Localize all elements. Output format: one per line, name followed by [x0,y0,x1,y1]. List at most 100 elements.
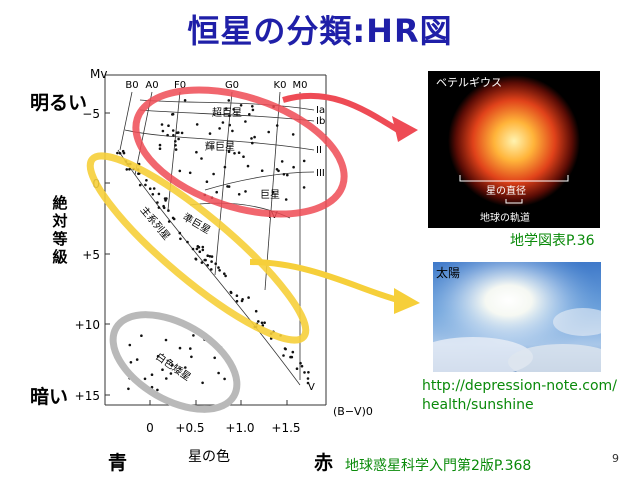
class-V-curve [117,149,301,386]
star-dot [271,191,275,194]
star-dot [162,206,166,210]
star-dot [217,371,220,375]
star-dot [151,193,155,196]
star-dot [178,169,182,173]
star-dot [140,334,143,338]
star-dot [208,132,212,135]
star-dot [178,231,182,235]
source-chart-reference: 地学図表P.36 [510,233,595,249]
star-dot [195,150,198,154]
star-dot [171,363,174,367]
gray-highlight-ellipse [109,311,241,413]
star-dot [197,245,201,249]
star-dot [303,371,306,374]
class-III-curve [204,171,315,191]
star-dot [190,355,193,359]
red-arrow-head [392,116,418,142]
star-dot [237,193,241,196]
sun-name: 太陽 [436,266,461,280]
star-dot [231,129,234,133]
star-dot [254,309,258,313]
star-dot [284,198,288,201]
star-dot [275,124,279,127]
star-dot [200,157,203,160]
star-dot [210,255,214,258]
star-dot [210,260,213,263]
star-dot [161,368,164,372]
star-dot [291,133,295,136]
star-dot [224,107,228,110]
star-dot [161,129,165,133]
star-dot [127,387,130,391]
star-dot [156,354,160,358]
star-dot [164,199,167,202]
star-dot [186,240,189,244]
spectral-type-label: A0 [145,80,158,91]
star-dot [251,105,254,108]
star-dot [188,171,192,175]
star-dot [290,355,294,359]
spectral-type-label: B0 [125,80,138,91]
star-dot [244,190,247,193]
class-Ib-curve [139,109,315,122]
star-dot [246,164,250,168]
star-dot [233,152,236,155]
star-dot [282,354,285,357]
yellow-highlight-ellipse [86,152,310,344]
star-dot [175,131,179,135]
star-dot [195,247,199,251]
dark-label: 暗い [30,386,69,408]
star-dot [174,144,177,147]
star-dot [306,377,310,380]
star-dot [218,269,221,272]
star-dot [156,201,159,204]
star-dot [251,141,254,145]
star-dot [299,361,302,365]
spectral-type-label: G0 [225,80,239,91]
star-dot [242,155,245,158]
star-dot [240,299,244,303]
url-line-2[interactable]: health/sunshine [422,397,534,413]
betelgeuse-image [428,71,600,228]
class-label: III [316,168,325,179]
star-dot [223,272,226,276]
url-line-1[interactable]: http://depression-note.com/ [422,378,617,394]
star-dot [189,347,192,350]
yellow-arrow-head [394,288,420,314]
red-label: 赤 [314,452,334,474]
star-dot [237,151,241,154]
red-highlight-ellipse [132,86,348,218]
star-dot [150,373,154,377]
star-dot [223,165,227,169]
page-number: 9 [612,452,619,465]
star-dot [125,168,129,171]
spectral-type-label: F0 [174,80,186,91]
star-dot [218,127,221,130]
x-tick-label: 0 [146,421,154,435]
star-dot [260,169,264,172]
star-dot [217,266,220,269]
star-dot [224,274,227,278]
star-dot [167,124,170,127]
star-dot [295,367,299,371]
betelgeuse-name: ベテルギウス [436,76,502,89]
star-dot [184,366,187,369]
y-tick-label: +15 [75,389,100,403]
y-tick-label: +5 [82,248,100,262]
star-dot [235,299,239,303]
star-dot [261,324,265,327]
x-tick-label: +0.5 [175,421,204,435]
star-dot [156,388,159,392]
class-label: Ib [316,116,325,127]
star-dot [160,123,164,126]
star-dot [174,140,177,143]
star-dot [212,172,215,176]
star-dot [191,247,195,251]
star-dot [257,320,260,323]
y-axis-label: Mv [90,67,107,81]
star-dot [129,361,133,364]
star-dot [171,129,175,132]
star-dot [283,347,287,350]
star-dot [291,350,295,354]
star-dot [177,137,180,141]
